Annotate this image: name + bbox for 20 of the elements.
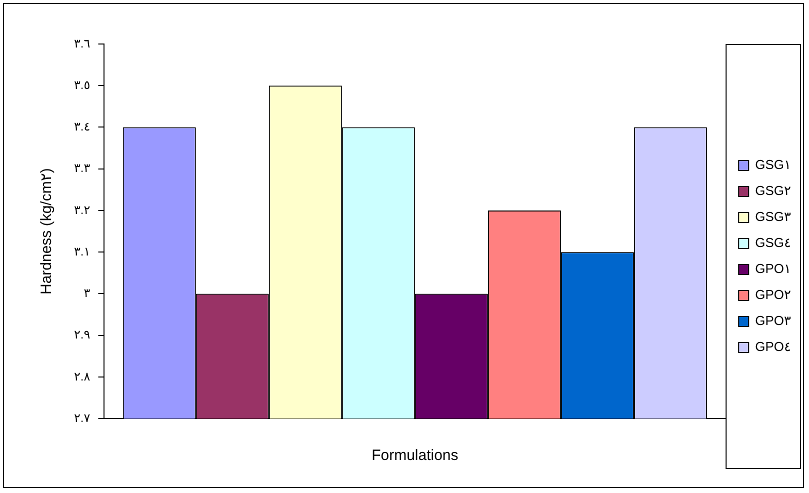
y-axis-title: Hardness (kg/cm٢) [38,168,56,295]
legend-label: GPO٢ [755,287,792,302]
y-tick-label: ٣.٣ [74,161,91,176]
legend-label: GPO٣ [755,313,792,328]
y-tick-label: ٣ [84,286,91,300]
legend-label: GSG١ [755,157,792,172]
y-tick-label: ٢.٧ [74,410,91,425]
y-tick-label: ٣.٦ [74,36,90,50]
y-tick-label: ٣.١ [74,244,90,258]
y-tick-label: ٣.٤ [74,120,90,134]
y-tick-label: ٢.٩ [74,328,90,342]
y-tick-label: ٣.٥ [74,78,90,92]
legend-label: GSG٣ [755,209,792,224]
legend-label: GPO٤ [755,339,792,354]
legend-label: GSG٢ [755,183,792,198]
y-tick-label: ٣.٢ [74,202,90,217]
legend-label: GSG٤ [755,235,792,250]
legend-label: GPO١ [755,261,792,276]
x-axis-title: Formulations [372,447,458,464]
y-tick-label: ٢.٨ [74,369,91,384]
